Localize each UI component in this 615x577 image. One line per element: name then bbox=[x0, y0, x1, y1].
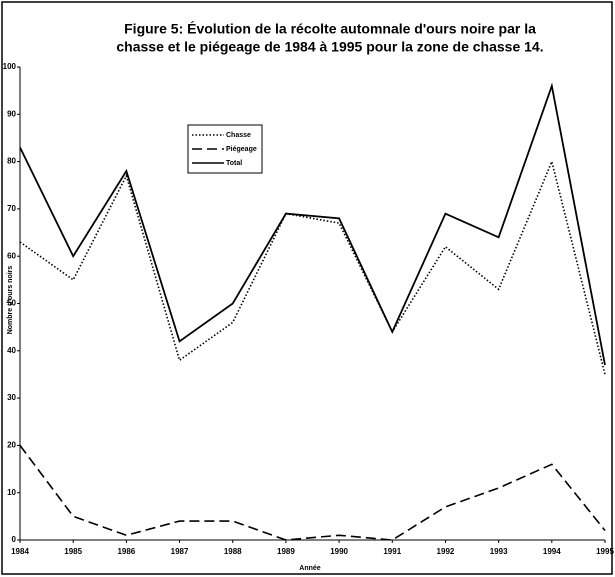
x-tick-label: 1991 bbox=[383, 547, 401, 556]
legend-label: Total bbox=[226, 160, 242, 167]
series-line bbox=[19, 444, 606, 541]
x-tick-label: 1987 bbox=[171, 547, 189, 556]
x-tick-label: 1990 bbox=[330, 547, 348, 556]
y-tick-label: 90 bbox=[7, 109, 16, 118]
x-tick-label: 1988 bbox=[224, 547, 242, 556]
y-tick-label: 20 bbox=[7, 441, 16, 450]
y-tick-label: 30 bbox=[7, 393, 16, 402]
y-tick-label: 80 bbox=[7, 157, 16, 166]
y-tick-label: 50 bbox=[7, 299, 16, 308]
x-tick-label: 1994 bbox=[543, 547, 561, 556]
x-tick-label: 1986 bbox=[117, 547, 135, 556]
x-tick-label: 1984 bbox=[11, 547, 29, 556]
x-tick-label: 1989 bbox=[277, 547, 295, 556]
series-line bbox=[19, 82, 606, 366]
y-tick-label: 100 bbox=[3, 62, 17, 71]
y-tick-label: 60 bbox=[7, 251, 16, 260]
x-tick-label: 1992 bbox=[437, 547, 455, 556]
x-tick-label: 1985 bbox=[64, 547, 82, 556]
legend-label: Piégeage bbox=[226, 146, 257, 153]
x-tick-label: 1993 bbox=[490, 547, 508, 556]
series-line bbox=[19, 159, 606, 375]
legend-label: Chasse bbox=[226, 132, 251, 139]
chart-title: Figure 5: Évolution de la récolte automn… bbox=[124, 21, 536, 37]
y-tick-label: 10 bbox=[7, 488, 16, 497]
chart-title: chasse et le piégeage de 1984 à 1995 pou… bbox=[116, 39, 543, 55]
y-tick-label: 70 bbox=[7, 204, 16, 213]
y-tick-label: 0 bbox=[12, 535, 17, 544]
y-tick-label: 40 bbox=[7, 346, 16, 355]
y-axis-label: Nombre d'ours noirs bbox=[7, 266, 14, 335]
x-tick-label: 1995 bbox=[596, 547, 614, 556]
x-axis-label: Année bbox=[299, 565, 321, 572]
